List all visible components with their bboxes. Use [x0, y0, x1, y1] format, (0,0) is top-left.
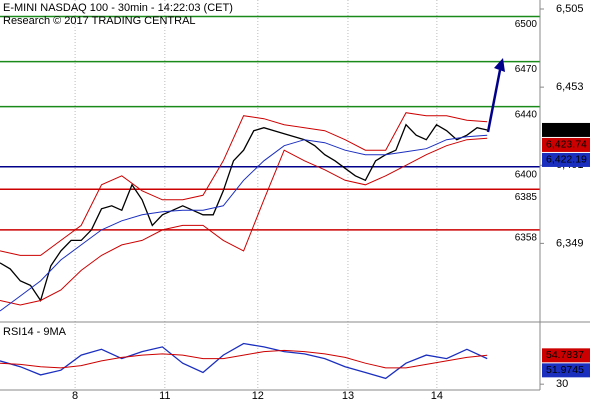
- y-tick-label: 6,349: [556, 237, 584, 249]
- series-line: [0, 342, 488, 380]
- price-label: 6,422.19: [546, 154, 587, 166]
- series-line: [0, 123, 488, 303]
- price-label-box: [542, 152, 590, 167]
- forecast-arrowhead: [494, 58, 505, 72]
- price-label: 54.7837: [546, 349, 584, 361]
- price-label: 6,423.74: [546, 139, 587, 151]
- forecast-arrow: [486, 69, 502, 133]
- price-label-box: [542, 363, 590, 378]
- x-tick-label: 11: [159, 390, 170, 400]
- series-line: [0, 137, 488, 306]
- level-label: 6440: [515, 109, 538, 120]
- price-label: 6,424.5: [546, 124, 581, 136]
- rsi-title: RSI14 - 9MA: [3, 326, 67, 338]
- y-tick-label: 6,453: [556, 81, 584, 93]
- x-tick-label: 13: [342, 390, 354, 400]
- chart-title: E-MINI NASDAQ 100 - 30min - 14:22:03 (CE…: [3, 2, 233, 14]
- level-label: 6385: [515, 192, 538, 203]
- price-label: 51.9745: [546, 364, 584, 376]
- level-label: 6358: [515, 232, 538, 243]
- price-label-box: [542, 137, 590, 152]
- series-line: [0, 112, 488, 256]
- chart-subtitle: Research © 2017 TRADING CENTRAL: [3, 15, 196, 27]
- y-tick-label: 6,505: [556, 3, 584, 15]
- series-line: [0, 134, 488, 312]
- price-label-box: [542, 348, 590, 363]
- series-line: [0, 349, 488, 369]
- x-tick-label: 8: [72, 390, 78, 400]
- level-label: 6470: [515, 64, 538, 75]
- x-tick-label: 14: [431, 390, 443, 400]
- level-label: 6400: [515, 169, 538, 180]
- x-tick-label: 12: [252, 390, 264, 400]
- price-label-box: [542, 122, 590, 137]
- y-tick-label: 30: [556, 378, 568, 390]
- level-label: 6500: [515, 19, 538, 30]
